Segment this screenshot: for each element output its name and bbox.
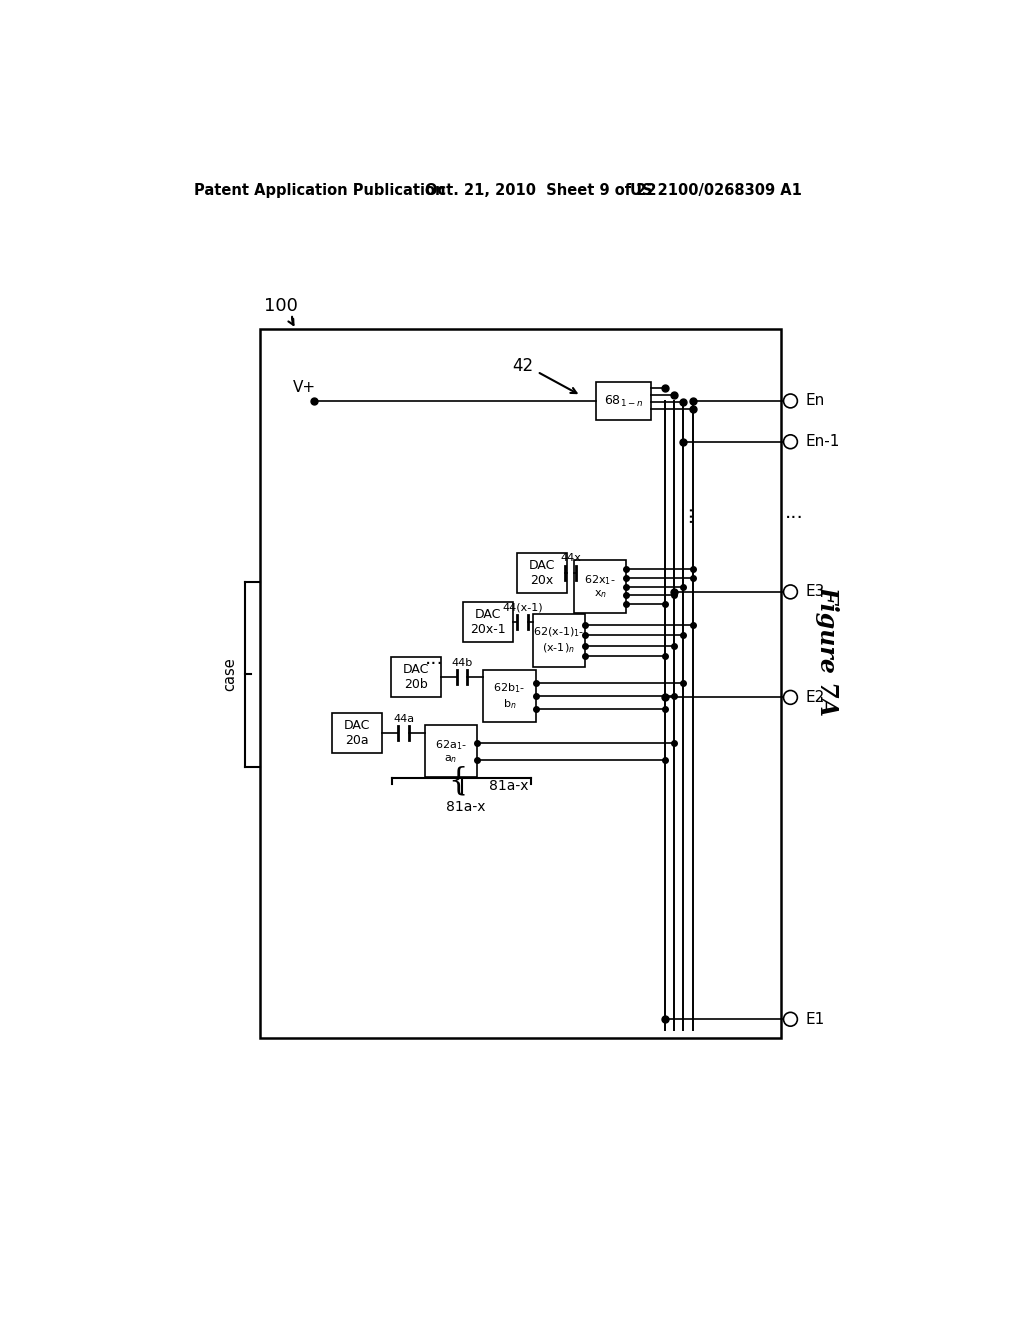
Bar bbox=[483, 669, 536, 722]
Text: ...: ... bbox=[785, 503, 804, 523]
Text: En-1: En-1 bbox=[806, 434, 841, 449]
Circle shape bbox=[783, 395, 798, 408]
Bar bbox=[260, 330, 781, 1038]
Text: DAC
20x-1: DAC 20x-1 bbox=[470, 609, 506, 636]
Bar bbox=[532, 614, 585, 667]
Text: E2: E2 bbox=[806, 690, 825, 705]
Text: Figure 7A: Figure 7A bbox=[816, 586, 840, 717]
Text: DAC
20a: DAC 20a bbox=[344, 719, 371, 747]
Text: E1: E1 bbox=[806, 1011, 825, 1027]
Text: 62a$_1$-
a$_n$: 62a$_1$- a$_n$ bbox=[435, 738, 467, 764]
Circle shape bbox=[783, 1012, 798, 1026]
Text: 44b: 44b bbox=[452, 659, 473, 668]
Text: Oct. 21, 2010  Sheet 9 of 22: Oct. 21, 2010 Sheet 9 of 22 bbox=[425, 183, 656, 198]
Text: E3: E3 bbox=[806, 585, 825, 599]
Text: 100: 100 bbox=[264, 297, 298, 315]
Text: DAC
20x: DAC 20x bbox=[529, 558, 555, 586]
Text: 62(x-1)$_1$-
(x-1)$_n$: 62(x-1)$_1$- (x-1)$_n$ bbox=[534, 626, 585, 655]
Text: 62x$_1$-
x$_n$: 62x$_1$- x$_n$ bbox=[585, 573, 616, 601]
Bar bbox=[517, 553, 567, 593]
Text: 42: 42 bbox=[513, 358, 534, 375]
Text: case: case bbox=[222, 657, 237, 692]
Text: ...: ... bbox=[425, 649, 444, 668]
Text: ...: ... bbox=[676, 503, 694, 521]
Text: 44x: 44x bbox=[560, 553, 581, 564]
Circle shape bbox=[783, 585, 798, 599]
Text: V+: V+ bbox=[293, 380, 316, 395]
Bar bbox=[391, 657, 441, 697]
Text: 44(x-1): 44(x-1) bbox=[503, 603, 543, 612]
Circle shape bbox=[783, 690, 798, 705]
Text: 68$_{1-n}$: 68$_{1-n}$ bbox=[604, 393, 643, 408]
Text: 44a: 44a bbox=[393, 714, 414, 723]
Text: 81a-x: 81a-x bbox=[445, 800, 485, 814]
Bar bbox=[425, 725, 477, 777]
Text: En: En bbox=[806, 393, 825, 408]
Text: US 2100/0268309 A1: US 2100/0268309 A1 bbox=[630, 183, 802, 198]
Text: Patent Application Publication: Patent Application Publication bbox=[194, 183, 445, 198]
Bar bbox=[596, 381, 651, 420]
Text: {: { bbox=[449, 766, 468, 797]
Bar bbox=[333, 713, 382, 752]
Bar bbox=[463, 602, 513, 642]
Text: DAC
20b: DAC 20b bbox=[402, 664, 429, 692]
Text: 62b$_1$-
b$_n$: 62b$_1$- b$_n$ bbox=[494, 681, 525, 710]
Circle shape bbox=[783, 434, 798, 449]
Text: 81a-x: 81a-x bbox=[488, 779, 528, 793]
Bar bbox=[574, 560, 627, 612]
